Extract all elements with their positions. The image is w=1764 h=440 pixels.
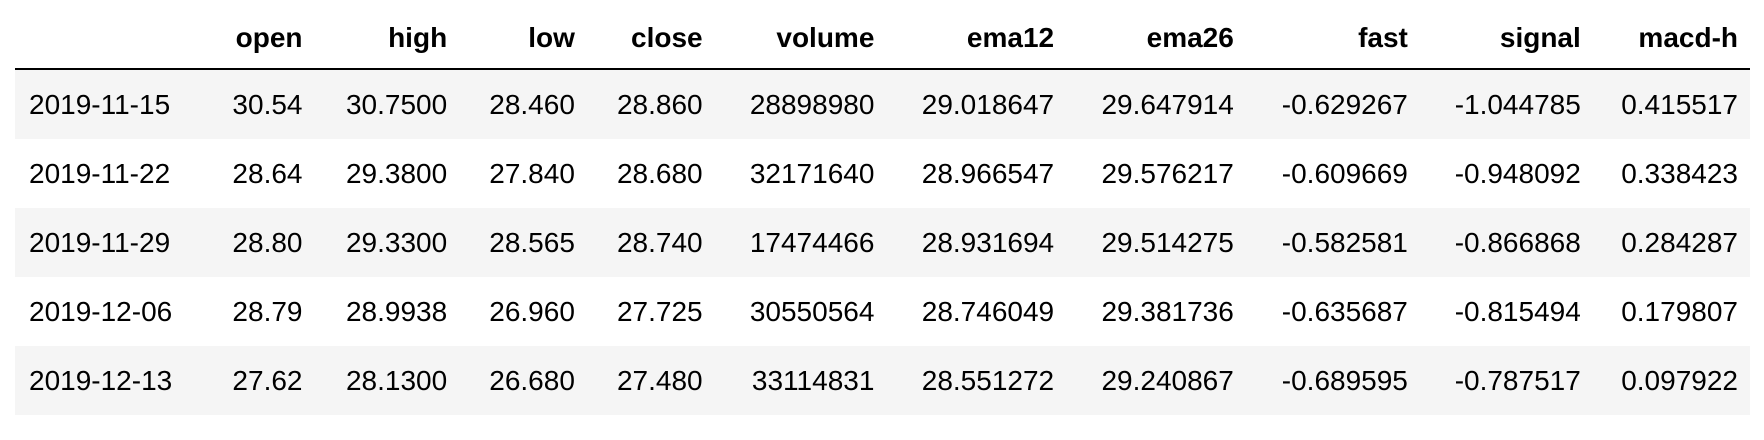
cell-high: 28.1300 <box>345 364 448 396</box>
cell-volume: 32171640 <box>749 157 875 189</box>
cell-open: 28.79 <box>232 295 303 327</box>
row-index: 2019-12-13 <box>29 364 173 396</box>
cell-close: 28.860 <box>616 88 703 120</box>
cell-close: 27.480 <box>616 364 703 396</box>
cell-close: 28.680 <box>616 157 703 189</box>
cell-ema12: 28.966547 <box>921 157 1055 189</box>
dataframe-container: open high low close volume ema12 ema26 f… <box>15 8 1750 415</box>
table-row: 2019-11-29 28.80 29.3300 28.565 28.740 1… <box>15 208 1750 277</box>
cell-ema12: 29.018647 <box>921 88 1055 120</box>
row-index: 2019-12-06 <box>29 295 173 327</box>
cell-close: 28.740 <box>616 226 703 258</box>
row-index: 2019-11-22 <box>29 157 171 189</box>
cell-low: 26.960 <box>489 295 575 327</box>
cell-close: 27.725 <box>616 295 703 327</box>
column-header-fast: fast <box>1245 8 1420 70</box>
column-header-volume: volume <box>714 8 887 70</box>
cell-macd-h: 0.284287 <box>1621 226 1738 258</box>
cell-open: 27.62 <box>232 364 303 396</box>
cell-ema26: 29.647914 <box>1101 88 1234 120</box>
cell-low: 28.460 <box>489 88 575 120</box>
cell-open: 30.54 <box>232 88 303 120</box>
cell-high: 29.3300 <box>345 226 448 258</box>
cell-fast: -0.609669 <box>1281 157 1408 189</box>
column-header-ema12: ema12 <box>886 8 1067 70</box>
cell-ema26: 29.514275 <box>1101 226 1234 258</box>
table-row: 2019-11-22 28.64 29.3800 27.840 28.680 3… <box>15 139 1750 208</box>
cell-volume: 30550564 <box>749 295 875 327</box>
column-header-ema26: ema26 <box>1066 8 1246 70</box>
cell-ema26: 29.576217 <box>1101 157 1234 189</box>
table-body: 2019-11-15 30.54 30.7500 28.460 28.860 2… <box>15 69 1750 415</box>
cell-macd-h: 0.097922 <box>1621 364 1738 396</box>
cell-ema12: 28.931694 <box>921 226 1055 258</box>
table-row: 2019-11-15 30.54 30.7500 28.460 28.860 2… <box>15 69 1750 139</box>
cell-low: 27.840 <box>489 157 575 189</box>
table-row: 2019-12-06 28.79 28.9938 26.960 27.725 3… <box>15 277 1750 346</box>
cell-high: 29.3800 <box>345 157 448 189</box>
cell-fast: -0.629267 <box>1281 88 1408 120</box>
cell-open: 28.64 <box>232 157 303 189</box>
row-index: 2019-11-15 <box>29 88 171 120</box>
row-index: 2019-11-29 <box>29 226 171 258</box>
cell-low: 26.680 <box>489 364 575 396</box>
cell-ema26: 29.381736 <box>1101 295 1234 327</box>
cell-macd-h: 0.338423 <box>1621 157 1738 189</box>
dataframe-table: open high low close volume ema12 ema26 f… <box>15 8 1750 415</box>
cell-low: 28.565 <box>489 226 575 258</box>
column-header-signal: signal <box>1419 8 1593 70</box>
cell-signal: -1.044785 <box>1454 88 1581 120</box>
cell-macd-h: 0.415517 <box>1621 88 1738 120</box>
table-header: open high low close volume ema12 ema26 f… <box>15 8 1750 70</box>
cell-fast: -0.689595 <box>1281 364 1408 396</box>
cell-ema26: 29.240867 <box>1101 364 1234 396</box>
cell-signal: -0.815494 <box>1454 295 1581 327</box>
cell-signal: -0.948092 <box>1454 157 1581 189</box>
cell-volume: 17474466 <box>749 226 875 258</box>
header-row: open high low close volume ema12 ema26 f… <box>15 8 1750 70</box>
column-header-low: low <box>459 8 587 70</box>
index-header <box>15 8 205 70</box>
cell-fast: -0.582581 <box>1281 226 1408 258</box>
cell-ema12: 28.746049 <box>921 295 1055 327</box>
cell-open: 28.80 <box>232 226 303 258</box>
cell-high: 30.7500 <box>345 88 448 120</box>
table-row: 2019-12-13 27.62 28.1300 26.680 27.480 3… <box>15 346 1750 415</box>
cell-signal: -0.866868 <box>1454 226 1581 258</box>
column-header-close: close <box>586 8 715 70</box>
cell-signal: -0.787517 <box>1454 364 1581 396</box>
cell-macd-h: 0.179807 <box>1621 295 1738 327</box>
cell-volume: 33114831 <box>751 364 875 396</box>
column-header-open: open <box>204 8 315 70</box>
cell-high: 28.9938 <box>345 295 448 327</box>
cell-volume: 28898980 <box>749 88 875 120</box>
column-header-macd-h: macd-h <box>1592 8 1750 70</box>
column-header-high: high <box>314 8 460 70</box>
cell-ema12: 28.551272 <box>921 364 1055 396</box>
cell-fast: -0.635687 <box>1281 295 1408 327</box>
